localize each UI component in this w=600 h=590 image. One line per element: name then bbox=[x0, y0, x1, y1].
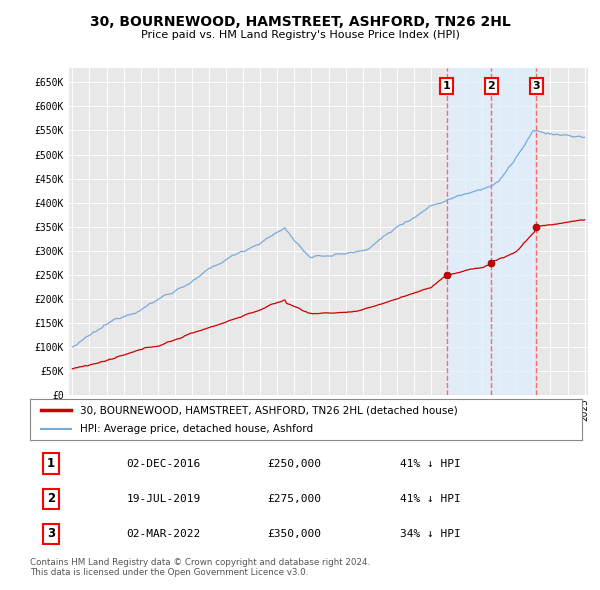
Text: 2: 2 bbox=[47, 492, 55, 505]
Text: £350,000: £350,000 bbox=[268, 529, 322, 539]
Text: 30, BOURNEWOOD, HAMSTREET, ASHFORD, TN26 2HL: 30, BOURNEWOOD, HAMSTREET, ASHFORD, TN26… bbox=[89, 15, 511, 29]
Text: 30, BOURNEWOOD, HAMSTREET, ASHFORD, TN26 2HL (detached house): 30, BOURNEWOOD, HAMSTREET, ASHFORD, TN26… bbox=[80, 405, 457, 415]
Text: £250,000: £250,000 bbox=[268, 458, 322, 468]
Text: 3: 3 bbox=[47, 527, 55, 540]
Text: £275,000: £275,000 bbox=[268, 494, 322, 503]
Text: Price paid vs. HM Land Registry's House Price Index (HPI): Price paid vs. HM Land Registry's House … bbox=[140, 30, 460, 40]
Text: 02-DEC-2016: 02-DEC-2016 bbox=[127, 458, 201, 468]
Bar bbox=[446, 68, 536, 395]
Text: 19-JUL-2019: 19-JUL-2019 bbox=[127, 494, 201, 503]
Text: 1: 1 bbox=[47, 457, 55, 470]
Text: 41% ↓ HPI: 41% ↓ HPI bbox=[400, 494, 461, 503]
Text: 2: 2 bbox=[487, 81, 495, 91]
Text: 02-MAR-2022: 02-MAR-2022 bbox=[127, 529, 201, 539]
Text: 41% ↓ HPI: 41% ↓ HPI bbox=[400, 458, 461, 468]
Text: Contains HM Land Registry data © Crown copyright and database right 2024.
This d: Contains HM Land Registry data © Crown c… bbox=[30, 558, 370, 577]
Text: 34% ↓ HPI: 34% ↓ HPI bbox=[400, 529, 461, 539]
Text: 3: 3 bbox=[532, 81, 540, 91]
Text: HPI: Average price, detached house, Ashford: HPI: Average price, detached house, Ashf… bbox=[80, 424, 313, 434]
Text: 1: 1 bbox=[443, 81, 451, 91]
